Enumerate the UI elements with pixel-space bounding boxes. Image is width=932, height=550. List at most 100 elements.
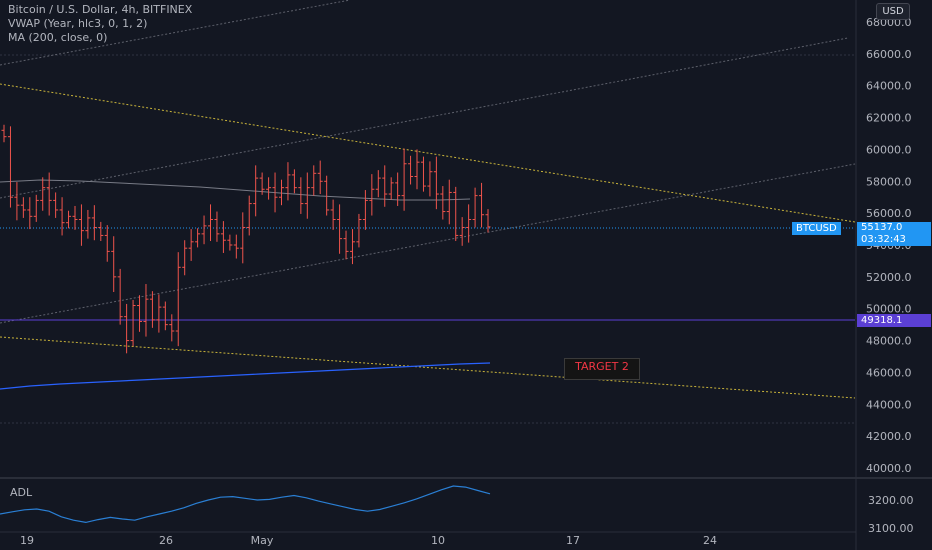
ohlc-bar bbox=[440, 186, 446, 220]
ohlc-bar bbox=[149, 291, 155, 328]
price-tick-label: 42000.0 bbox=[866, 430, 912, 443]
chart-legend: Bitcoin / U.S. Dollar, 4h, BITFINEX VWAP… bbox=[8, 3, 192, 45]
ohlc-bar bbox=[466, 204, 472, 243]
ohlc-bar bbox=[40, 177, 46, 211]
ohlc-bar bbox=[182, 240, 188, 276]
ohlc-bar bbox=[433, 156, 439, 210]
price-tick-label: 58000.0 bbox=[866, 175, 912, 188]
ohlc-bar bbox=[53, 192, 59, 218]
ohlc-bar bbox=[362, 190, 368, 230]
support-trendline[interactable] bbox=[0, 336, 856, 399]
time-tick-label: 26 bbox=[159, 534, 173, 547]
price-tick-label: 62000.0 bbox=[866, 112, 912, 125]
ohlc-bar bbox=[485, 209, 491, 233]
vwap-line bbox=[0, 362, 491, 390]
ohlc-bar bbox=[227, 234, 233, 251]
ohlc-bar bbox=[117, 268, 123, 325]
price-tick-label: 60000.0 bbox=[866, 143, 912, 156]
ohlc-bar bbox=[446, 179, 452, 225]
ohlc-bar bbox=[175, 252, 181, 347]
ohlc-bar bbox=[356, 213, 362, 248]
adl-indicator-label[interactable]: ADL bbox=[10, 486, 33, 499]
ohlc-bar bbox=[343, 230, 349, 260]
ohlc-bar bbox=[395, 172, 401, 206]
currency-button[interactable]: USD bbox=[876, 3, 910, 20]
symbol-title[interactable]: Bitcoin / U.S. Dollar, 4h, BITFINEX bbox=[8, 3, 193, 16]
ohlc-bar bbox=[59, 197, 65, 236]
ohlc-bar bbox=[349, 229, 355, 265]
time-tick-label: 24 bbox=[703, 534, 717, 547]
bar-countdown: 03:32:43 bbox=[861, 234, 906, 245]
resistance-trendline[interactable] bbox=[0, 83, 856, 223]
ohlc-bar bbox=[414, 149, 420, 190]
adl-axis: 3200.00 3100.00 bbox=[868, 494, 914, 535]
ohlc-bar bbox=[220, 221, 226, 253]
ohlc-bar bbox=[78, 204, 84, 246]
ohlc-bar bbox=[298, 177, 304, 214]
vwap-price-tag: 49318.1 bbox=[857, 314, 931, 327]
ohlc-bar bbox=[420, 156, 426, 192]
price-tick-label: 50000.0 bbox=[866, 303, 912, 316]
ohlc-bar bbox=[427, 161, 433, 197]
ohlc-bar bbox=[7, 126, 13, 208]
ohlc-bar bbox=[137, 295, 143, 332]
time-tick-label: May bbox=[251, 534, 274, 547]
ma-legend[interactable]: MA (200, close, 0) bbox=[8, 31, 108, 44]
ohlc-bar bbox=[285, 162, 291, 201]
ohlc-bar bbox=[317, 160, 323, 195]
ohlc-bar bbox=[201, 215, 207, 245]
time-tick-label: 17 bbox=[566, 534, 580, 547]
ohlc-bar bbox=[208, 204, 214, 242]
channel-line-upper[interactable] bbox=[0, 37, 849, 199]
ohlc-bar bbox=[291, 169, 297, 194]
candles bbox=[1, 124, 491, 354]
ohlc-bar bbox=[337, 204, 343, 254]
ohlc-bar bbox=[130, 299, 136, 347]
ohlc-bar bbox=[375, 170, 381, 198]
time-tick-label: 19 bbox=[20, 534, 34, 547]
channel-line-top[interactable] bbox=[0, 0, 351, 66]
ohlc-bar bbox=[472, 187, 478, 228]
ohlc-bar bbox=[408, 155, 414, 185]
ohlc-bar bbox=[111, 236, 117, 292]
ohlc-bar bbox=[124, 303, 130, 354]
drawings[interactable] bbox=[0, 0, 856, 399]
ohlc-bar bbox=[272, 172, 278, 213]
ohlc-bar bbox=[459, 217, 465, 246]
adl-tick-label: 3200.00 bbox=[868, 494, 914, 507]
ohlc-bar bbox=[156, 294, 162, 333]
time-axis[interactable]: 19 26 May 10 17 24 bbox=[20, 534, 717, 547]
price-tick-label: 44000.0 bbox=[866, 398, 912, 411]
target-2-annotation[interactable]: TARGET 2 bbox=[564, 358, 640, 380]
last-price-value: 55137.0 bbox=[861, 222, 903, 233]
adl-line bbox=[0, 485, 491, 524]
price-tick-label: 40000.0 bbox=[866, 462, 912, 475]
ohlc-bar bbox=[195, 228, 201, 248]
ohlc-bar bbox=[33, 194, 39, 222]
price-tick-label: 66000.0 bbox=[866, 48, 912, 61]
last-price-symbol-tag: BTCUSD bbox=[792, 222, 841, 235]
ohlc-bar bbox=[14, 182, 20, 221]
ohlc-bar bbox=[1, 124, 7, 143]
ohlc-bar bbox=[27, 197, 33, 230]
ohlc-bar bbox=[46, 172, 52, 216]
ohlc-bar bbox=[266, 177, 272, 200]
ohlc-bar bbox=[72, 205, 78, 230]
price-tick-label: 52000.0 bbox=[866, 271, 912, 284]
ohlc-bar bbox=[188, 229, 194, 261]
ohlc-bar bbox=[388, 177, 394, 200]
ohlc-bar bbox=[214, 211, 220, 242]
ma-200-line bbox=[0, 179, 471, 201]
price-tick-label: 48000.0 bbox=[866, 335, 912, 348]
channel-line-lower[interactable] bbox=[0, 163, 856, 324]
adl-tick-label: 3100.00 bbox=[868, 522, 914, 535]
ohlc-bar bbox=[169, 314, 175, 342]
price-tick-label: 64000.0 bbox=[866, 80, 912, 93]
ohlc-bar bbox=[91, 205, 97, 241]
ohlc-bar bbox=[330, 199, 336, 230]
grid bbox=[0, 54, 855, 424]
ohlc-bar bbox=[401, 148, 407, 211]
ohlc-bar bbox=[246, 195, 252, 236]
vwap-legend[interactable]: VWAP (Year, hlc3, 0, 1, 2) bbox=[8, 17, 148, 30]
